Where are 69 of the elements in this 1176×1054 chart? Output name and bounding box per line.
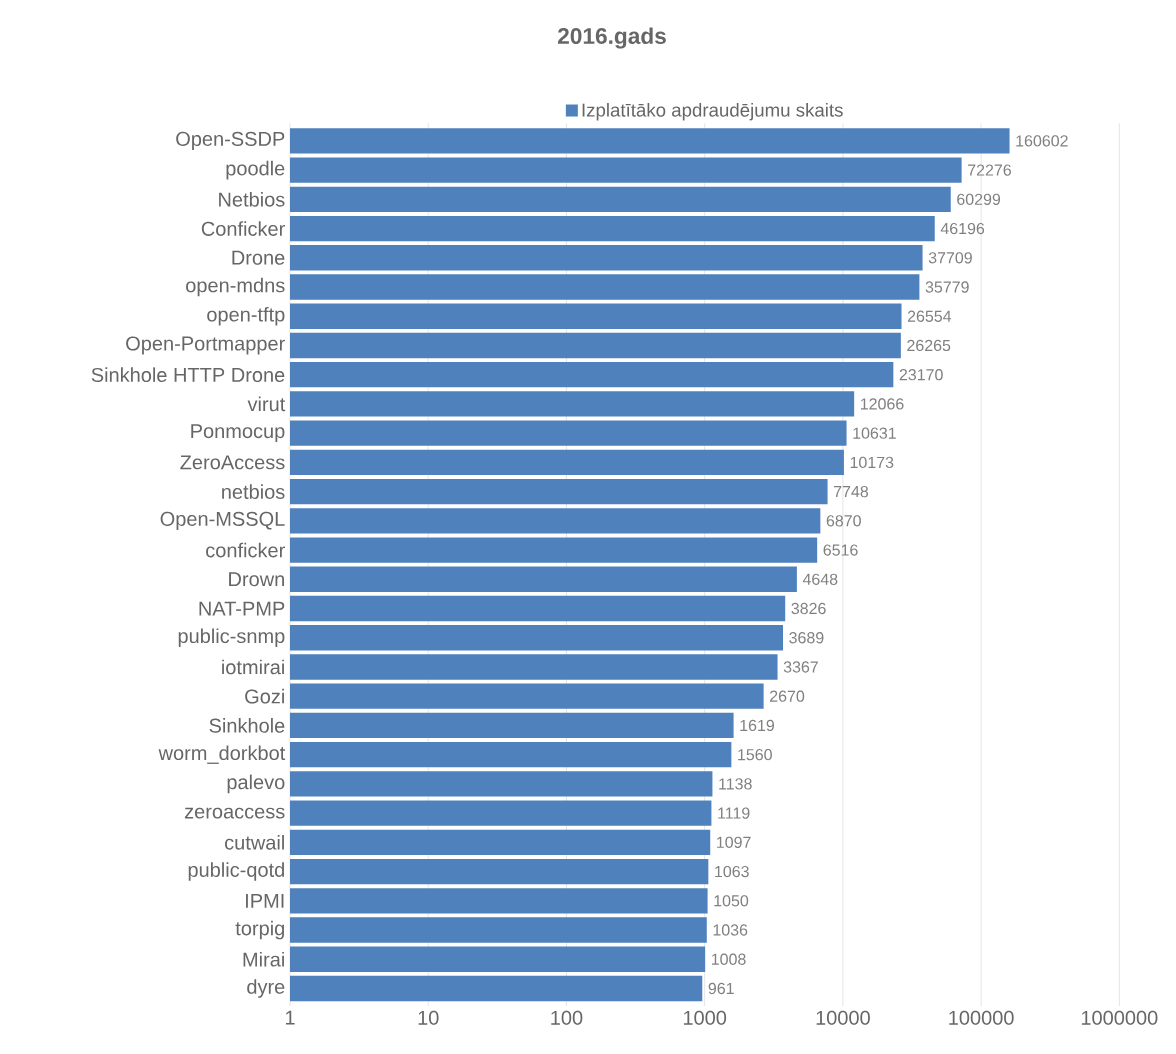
y-tick-label: dyre (247, 979, 285, 998)
y-tick-label: virut (247, 396, 286, 412)
y-tick-label: open-tftp (207, 306, 285, 326)
data-label: 10631 (853, 427, 896, 439)
chart-title: 2016.gads (557, 27, 666, 49)
data-label: 1050 (714, 895, 749, 907)
data-label: 1560 (738, 749, 772, 761)
data-label: 37709 (928, 252, 972, 264)
y-tick-label: open-mdns (186, 277, 285, 297)
y-tick-label: NAT-PMP (199, 601, 285, 616)
data-label: 1097 (717, 836, 751, 848)
y-tick-label: Netbios (219, 191, 285, 207)
data-label: 1008 (711, 953, 746, 965)
data-label: 2670 (770, 690, 805, 702)
data-label: 4648 (802, 573, 838, 585)
legend-label: Izplatītāko apdraudējumu skaits (582, 102, 843, 121)
y-tick-label: conficker (206, 542, 285, 558)
data-label: 1119 (718, 807, 750, 819)
y-tick-label: Sinkhole (209, 718, 285, 733)
y-tick-label: Ponmocup (191, 424, 285, 443)
y-tick-label: cutwail (225, 834, 284, 850)
data-label: 72276 (968, 164, 1011, 176)
x-tick-label: 1000000 (1081, 1010, 1158, 1025)
data-label: 1036 (713, 924, 748, 936)
data-label: 26554 (907, 310, 952, 322)
data-label: 1138 (719, 778, 752, 790)
data-label: 3689 (789, 632, 824, 644)
data-label: 26265 (907, 339, 951, 352)
x-tick-label: 10 (418, 1010, 439, 1025)
x-tick-label: 1 (285, 1010, 295, 1025)
data-label: 3367 (783, 661, 818, 673)
y-tick-label: Gozi (245, 688, 284, 704)
x-tick-label: 10000 (816, 1010, 870, 1025)
y-tick-label: Drone (232, 250, 285, 265)
y-tick-label: ZeroAccess (180, 455, 285, 470)
x-tick-label: 100 (551, 1010, 583, 1025)
y-tick-label: Drown (229, 572, 284, 587)
data-label: 1063 (715, 865, 749, 878)
data-label: 961 (708, 982, 734, 995)
y-tick-label: public-qotd (188, 862, 284, 881)
data-label: 35779 (925, 281, 969, 293)
y-tick-label: Open-SSDP (176, 131, 285, 150)
y-tick-label: Conficker (201, 221, 285, 236)
data-label: 10173 (850, 456, 894, 469)
y-tick-label: Open-Portmapper (126, 336, 285, 355)
y-tick-label: IPMI (246, 893, 284, 908)
data-label: 23170 (899, 369, 943, 381)
x-tick-label: 100000 (949, 1010, 1014, 1025)
y-tick-label: worm_dorkbot (158, 745, 286, 764)
y-tick-label: poodle (226, 160, 285, 180)
data-label: 1619 (740, 719, 775, 732)
data-label: 6516 (823, 544, 858, 556)
y-tick-label: Open-MSSQL (160, 511, 285, 530)
data-label: 3826 (791, 602, 826, 615)
x-tick-label: 1000 (683, 1010, 727, 1025)
y-tick-label: torpig (235, 920, 284, 940)
data-label: 160602 (1016, 135, 1068, 147)
y-tick-label: zeroaccess (184, 807, 285, 819)
data-label: 46196 (940, 222, 985, 235)
data-label: 12066 (860, 398, 904, 410)
y-tick-label: netbios (222, 484, 285, 499)
y-tick-label: Mirai (243, 951, 284, 967)
data-label: 7748 (833, 485, 869, 498)
y-tick-label: iotmirai (222, 659, 284, 675)
y-tick-label: Sinkhole HTTP Drone (91, 367, 285, 383)
y-tick-label: public-snmp (178, 628, 285, 648)
data-label: 60299 (957, 193, 1001, 205)
data-label: 6870 (826, 515, 861, 527)
y-tick-label: palevo (227, 774, 285, 794)
